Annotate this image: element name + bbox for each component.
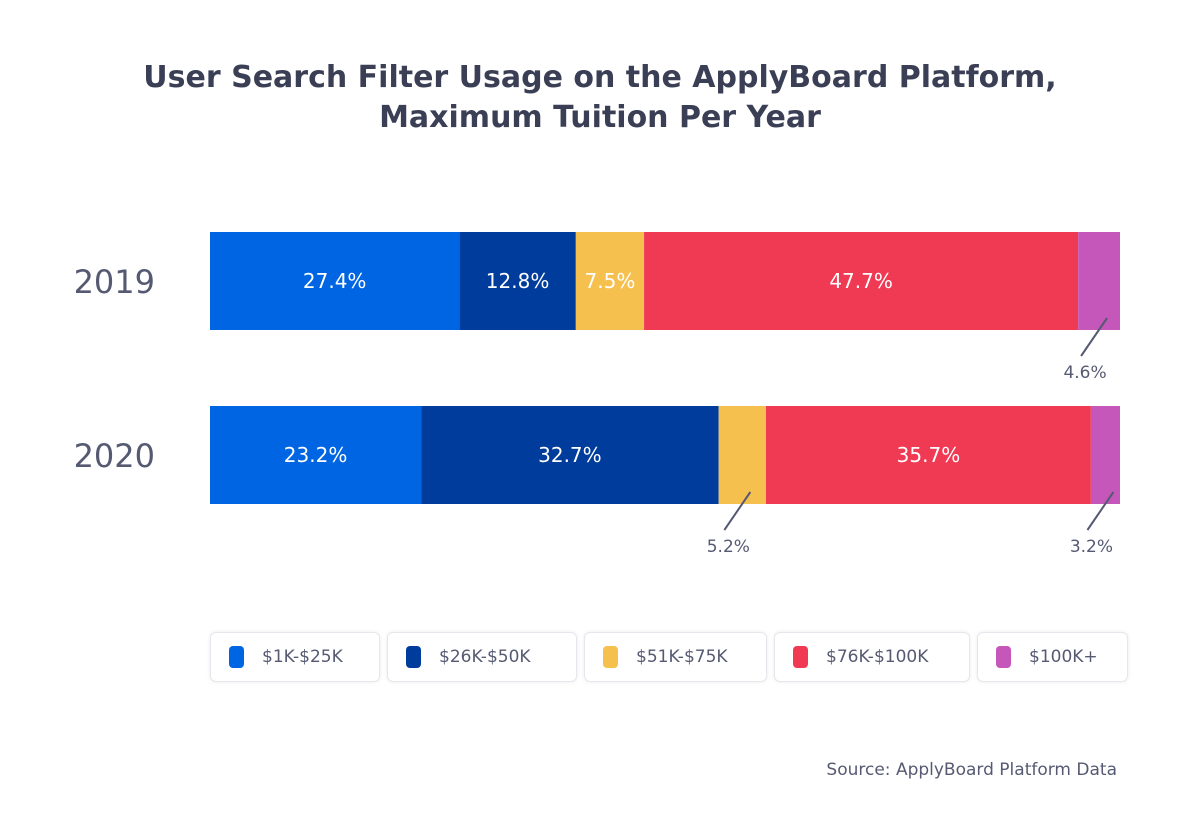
legend-swatch bbox=[406, 646, 421, 668]
data-label: 32.7% bbox=[538, 443, 602, 467]
bar-segment-2019-1 bbox=[459, 232, 576, 330]
bar-segment-2020-2 bbox=[718, 406, 767, 504]
data-label: 12.8% bbox=[486, 269, 550, 293]
title-line-2: Maximum Tuition Per Year bbox=[379, 100, 821, 135]
legend-item: $1K-$25K bbox=[210, 632, 380, 682]
bar-segment-2019-2 bbox=[575, 232, 645, 330]
legend-item: $51K-$75K bbox=[584, 632, 767, 682]
legend-label: $76K-$100K bbox=[826, 647, 929, 667]
data-label: 4.6% bbox=[1063, 363, 1106, 383]
legend-label: $100K+ bbox=[1029, 647, 1098, 667]
data-label: 3.2% bbox=[1070, 537, 1113, 557]
bar-segment-2020-3 bbox=[766, 406, 1091, 504]
legend-label: $51K-$75K bbox=[636, 647, 728, 667]
leader-line bbox=[1086, 491, 1115, 531]
data-label: 7.5% bbox=[585, 269, 636, 293]
legend-swatch bbox=[793, 646, 808, 668]
legend-label: $1K-$25K bbox=[262, 647, 343, 667]
legend-item: $26K-$50K bbox=[387, 632, 577, 682]
bar-segment-2020-4 bbox=[1090, 406, 1120, 504]
data-label: 27.4% bbox=[303, 269, 367, 293]
data-label: 47.7% bbox=[829, 269, 893, 293]
legend-swatch bbox=[229, 646, 244, 668]
category-label-2020: 2020 bbox=[74, 437, 155, 475]
data-label: 35.7% bbox=[897, 443, 961, 467]
bar-segment-2019-0 bbox=[210, 232, 460, 330]
bar-segment-2020-1 bbox=[421, 406, 719, 504]
data-label: 5.2% bbox=[707, 537, 750, 557]
bar-segment-2019-4 bbox=[1078, 232, 1120, 330]
chart-title: User Search Filter Usage on the ApplyBoa… bbox=[0, 58, 1200, 138]
data-label: 23.2% bbox=[284, 443, 348, 467]
legend-item: $100K+ bbox=[977, 632, 1128, 682]
legend-item: $76K-$100K bbox=[774, 632, 970, 682]
legend-swatch bbox=[996, 646, 1011, 668]
legend-swatch bbox=[603, 646, 618, 668]
bar-segment-2020-0 bbox=[210, 406, 422, 504]
legend-label: $26K-$50K bbox=[439, 647, 531, 667]
leader-line bbox=[1080, 317, 1108, 357]
leader-line bbox=[723, 491, 752, 531]
title-line-1: User Search Filter Usage on the ApplyBoa… bbox=[143, 60, 1057, 95]
source-note: Source: ApplyBoard Platform Data bbox=[826, 760, 1117, 780]
legend: $1K-$25K $26K-$50K $51K-$75K $76K-$100K $100… bbox=[210, 632, 1128, 682]
category-label-2019: 2019 bbox=[74, 263, 155, 301]
bar-segment-2019-3 bbox=[644, 232, 1079, 330]
